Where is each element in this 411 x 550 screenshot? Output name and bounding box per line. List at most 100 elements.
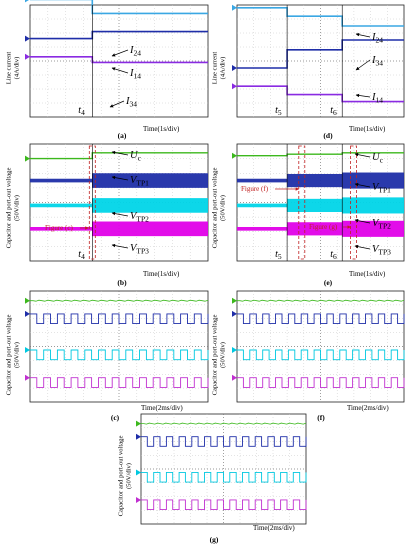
scope-grid-c (30, 291, 208, 402)
trace-g-vtp3-ref (136, 496, 141, 503)
label-b-uc: Uc (130, 150, 142, 163)
panel-b-caption: (b) (117, 278, 127, 287)
arrow-d-i14 (355, 93, 371, 98)
arrow-b-vtp3 (111, 243, 129, 249)
panel-g-time-label: Time(2ms/div) (253, 524, 295, 532)
trace-f-uc (237, 299, 405, 302)
trace-e-vtp2 (287, 198, 343, 213)
label-d-i34: I34 (371, 55, 383, 68)
trace-g-uc (141, 422, 307, 425)
trace-c-vtp1 (30, 313, 209, 325)
marker-label-e-0: t5 (275, 249, 282, 261)
panel-d-time-label: Time(1s/div) (349, 125, 386, 133)
trace-g-vtp1 (141, 436, 307, 447)
trace-a-i24-ref (25, 0, 29, 3)
panel-f-time-label: Time(2ms/div) (347, 404, 389, 412)
trace-e-vtp2 (342, 197, 404, 214)
trace-e-vtp1 (287, 173, 343, 188)
label-e-vtp1: VTP1 (372, 182, 391, 195)
label-e-uc: Uc (372, 152, 384, 165)
marker-label-d-0: t5 (275, 105, 282, 117)
trace-c-vtp3-ref (25, 374, 30, 381)
panel-e-time-label: Time(1s/div) (349, 270, 386, 278)
panel-d-caption: (d) (323, 131, 333, 140)
label-e-vtp3: VTP3 (372, 244, 391, 257)
arrow-b-uc (111, 150, 129, 156)
trace-a-i14-ref (25, 35, 30, 42)
arrow-b-vtp1 (111, 175, 129, 181)
arrow-a-i34 (109, 100, 125, 108)
panel-g-y-label: Capacitor and port-out voltage (50V/div) (117, 435, 133, 517)
label-b-vtp1: VTP1 (130, 175, 149, 188)
trace-e-uc (237, 152, 404, 157)
arrow-e-vtp3 (354, 244, 371, 250)
scope-grid-e (237, 144, 404, 261)
trace-c-vtp2-ref (25, 346, 30, 353)
trace-g-vtp1-ref (136, 433, 141, 440)
panel-g-caption: (g) (209, 535, 219, 544)
trace-c-vtp1-ref (25, 310, 30, 317)
trace-f-vtp3 (237, 377, 405, 388)
trace-e-vtp2 (237, 203, 288, 208)
arrow-e-vtp1 (354, 182, 371, 188)
trace-annotations: t4 I24 I14 I34 t4 Figure (c) Uc VTP1 VTP2 VTP3 t5 t… (45, 5, 391, 261)
trace-f-vtp2 (237, 349, 405, 361)
trace-b-vtp1 (30, 178, 93, 183)
zoom-box-figure-g (350, 145, 357, 260)
trace-g-uc-ref (136, 420, 141, 427)
arrow-e-uc (354, 152, 371, 158)
panel-c-time-label: Time(2ms/div) (141, 404, 183, 412)
panel-a-y-label: Line current (4A/div) (5, 51, 21, 85)
trace-f-vtp1 (237, 313, 405, 325)
arrow-d-i34 (355, 59, 371, 71)
label-b-vtp3: VTP3 (130, 243, 149, 256)
panel-e-y-label: Capacitor and port-out voltage (50V/div) (211, 167, 227, 249)
trace-b-vtp1 (92, 173, 208, 188)
trace-f-vtp1-ref (232, 310, 237, 317)
zoom-box-figure-c (88, 145, 96, 260)
label-d-i24: I24 (371, 32, 383, 45)
scope-grid-f (237, 291, 404, 402)
trace-d-i14-ref (232, 83, 237, 90)
annotation-figure-f: Figure (f) (241, 185, 269, 193)
label-d-i14: I14 (371, 92, 383, 105)
scope-grid-a (30, 5, 208, 117)
scope-frame-a (29, 4, 209, 118)
trace-g-vtp2 (141, 471, 307, 483)
label-b-vtp2: VTP2 (130, 211, 149, 224)
trace-a-i34-ref (25, 53, 30, 60)
trace-e-vtp3 (287, 222, 343, 236)
trace-d-i34 (237, 39, 404, 69)
trace-g-vtp3 (141, 499, 307, 511)
panel-b-y-label: Capacitor and port-out voltage (50V/div) (5, 167, 21, 249)
panel-c-caption: (c) (110, 413, 120, 422)
waveform-traces (25, 0, 405, 511)
panel-c-y-label: Capacitor and port-out voltage (50V/div) (5, 314, 21, 396)
trace-e-vtp3 (237, 226, 288, 231)
arrow-a-i24 (111, 49, 129, 57)
trace-c-vtp2 (30, 349, 209, 361)
label-a-i14: I14 (129, 68, 141, 81)
annotation-figure-g: Figure (g) (309, 223, 338, 231)
trace-b-vtp2 (30, 203, 93, 208)
trace-b-vtp3 (30, 226, 93, 231)
trace-b-uc-ref (25, 155, 30, 162)
marker-label-t4: t4 (78, 105, 85, 117)
trace-f-vtp2-ref (232, 346, 237, 353)
panel-f-y-label: Capacitor and port-out voltage (50V/div) (211, 314, 227, 396)
panel-a-caption: (a) (117, 131, 127, 140)
marker-label-e-1: t6 (330, 249, 337, 261)
trace-e-vtp3 (342, 220, 404, 237)
panel-a-time-label: Time(1s/div) (143, 125, 180, 133)
annotation-figure-c: Figure (c) (45, 224, 73, 232)
marker-label-t4-b: t4 (78, 249, 85, 261)
trace-c-uc-ref (25, 297, 30, 304)
trace-g-vtp2-ref (136, 469, 141, 476)
label-e-vtp2: VTP2 (372, 218, 391, 231)
marker-label-d-1: t6 (330, 105, 337, 117)
trace-b-vtp3 (92, 221, 208, 237)
trace-d-i34-ref (232, 65, 237, 71)
label-a-i34: I34 (125, 96, 137, 109)
trace-f-vtp3-ref (232, 374, 237, 381)
